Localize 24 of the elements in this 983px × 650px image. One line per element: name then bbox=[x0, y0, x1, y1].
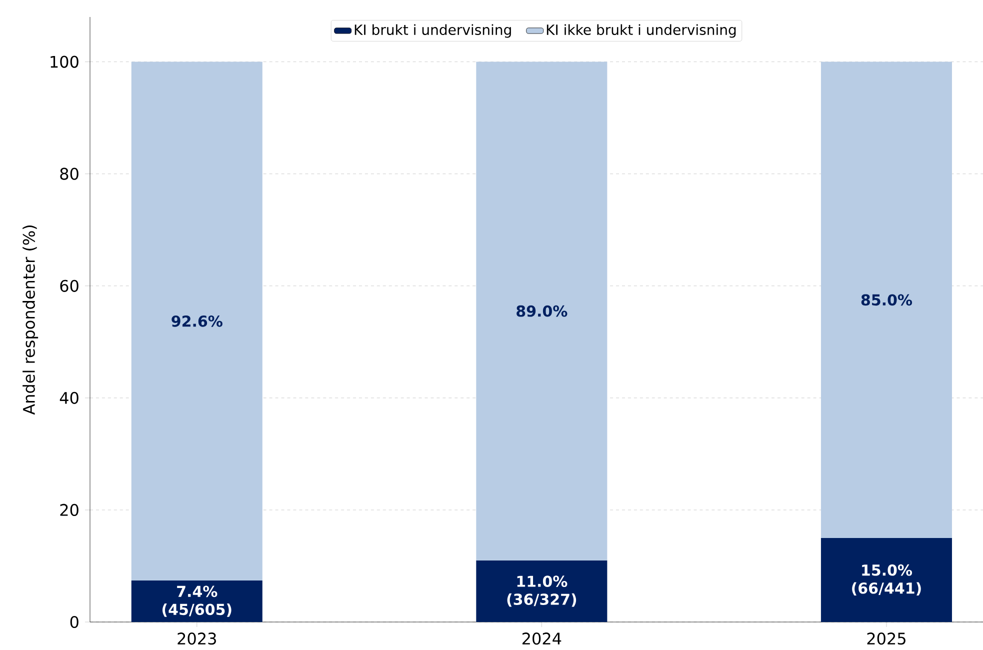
bar bbox=[131, 62, 262, 581]
y-tick-label: 0 bbox=[70, 616, 78, 628]
data-label: 89.0% bbox=[516, 305, 568, 317]
legend-label: KI ikke brukt i undervisning bbox=[546, 24, 736, 38]
bar bbox=[131, 580, 262, 622]
x-tick-label: 2024 bbox=[522, 632, 562, 645]
data-label: 11.0% (36/327) bbox=[507, 576, 576, 607]
y-tick-label: 60 bbox=[60, 280, 78, 292]
legend-label: KI brukt i undervisning bbox=[354, 24, 511, 38]
data-label: 92.6% bbox=[172, 315, 222, 327]
x-tick-label: 2023 bbox=[178, 632, 216, 645]
bar bbox=[476, 560, 608, 622]
y-tick-label: 80 bbox=[60, 168, 78, 180]
data-label: 7.4% (45/605) bbox=[162, 586, 232, 617]
y-tick-label: 40 bbox=[60, 392, 78, 404]
data-label: 85.0% bbox=[861, 294, 912, 306]
bar bbox=[820, 538, 952, 622]
x-tick-label: 2025 bbox=[867, 632, 906, 645]
y-tick-label: 20 bbox=[60, 504, 78, 516]
data-label: 15.0% (66/441) bbox=[852, 564, 921, 596]
bar bbox=[476, 62, 608, 560]
bar bbox=[820, 62, 952, 538]
y-tick-label: 100 bbox=[50, 56, 78, 68]
y-axis-title: Andel respondenter (%) bbox=[22, 226, 38, 415]
